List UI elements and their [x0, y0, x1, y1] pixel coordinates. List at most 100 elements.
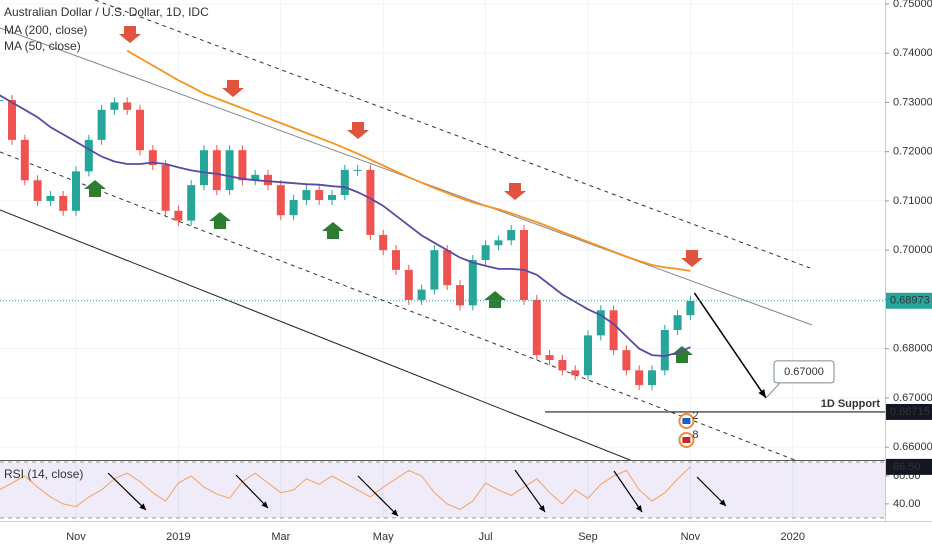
- candle: [46, 196, 55, 201]
- x-tick-label: Nov: [66, 531, 86, 543]
- x-tick-label: Mar: [271, 531, 290, 543]
- candle: [404, 269, 413, 300]
- arrow-up: [84, 180, 106, 197]
- x-tick-label: May: [373, 531, 394, 543]
- arrow-down: [347, 122, 369, 139]
- candle: [648, 370, 656, 386]
- candle: [622, 350, 631, 371]
- candle: [660, 329, 669, 371]
- support-price-label: 0.66715: [890, 406, 930, 418]
- legend-entry: MA (200, close): [4, 23, 87, 37]
- candle: [59, 196, 68, 211]
- candle: [584, 335, 592, 376]
- target-label: 0.67000: [784, 366, 824, 378]
- y-tick-label: 0.67000: [893, 392, 932, 404]
- candle: [456, 285, 464, 306]
- rsi-last-label: 66.50: [893, 461, 921, 473]
- candle: [238, 150, 247, 181]
- ma-line: [0, 94, 691, 358]
- red-arrows: [119, 26, 703, 267]
- arrow-down: [681, 250, 703, 267]
- y-tick-label: 0.75000: [893, 0, 932, 10]
- candle: [315, 190, 324, 200]
- candle: [532, 299, 541, 356]
- candle: [596, 310, 605, 336]
- y-tick-label: 0.66000: [893, 441, 932, 453]
- trend-line: [0, 209, 631, 460]
- candle: [430, 250, 439, 290]
- y-tick-label: 0.72000: [893, 146, 932, 158]
- arrow-up: [322, 222, 344, 239]
- candle: [97, 109, 106, 140]
- y-tick-label: 0.74000: [893, 47, 932, 59]
- candle: [212, 150, 221, 191]
- event-count: 2: [692, 410, 698, 422]
- candle: [545, 355, 554, 360]
- arrow-down: [504, 183, 526, 200]
- event-flag: [682, 437, 691, 443]
- rsi-arrow: [107, 472, 147, 511]
- candle: [520, 229, 528, 300]
- callout-pointer: [765, 382, 781, 399]
- rsi-band: [0, 461, 885, 518]
- candle: [187, 185, 196, 221]
- candle: [148, 150, 157, 165]
- candle: [161, 164, 170, 211]
- y-tick-label: 0.68000: [893, 343, 932, 355]
- candle: [379, 234, 388, 251]
- rsi-arrow-head: [635, 505, 642, 512]
- y-tick-label: 0.70000: [893, 244, 932, 256]
- last-price-label: 0.68973: [890, 295, 930, 307]
- rsi-title: RSI (14, close): [4, 467, 83, 481]
- rsi-last-box: [886, 458, 932, 475]
- arrow-down: [119, 26, 141, 43]
- channel-line: [0, 151, 797, 460]
- candle: [686, 300, 695, 316]
- candle: [123, 102, 132, 110]
- x-tick-label: Nov: [681, 531, 701, 543]
- candle: [20, 139, 29, 181]
- candle: [289, 199, 298, 216]
- rsi-arrow-head: [261, 501, 268, 508]
- last-price-box: [886, 292, 932, 309]
- x-tick-label: 2020: [781, 531, 805, 543]
- candle: [328, 195, 336, 200]
- candle: [366, 169, 375, 235]
- rsi-arrow-head: [139, 503, 146, 510]
- rsi-arrow: [357, 475, 399, 517]
- candle: [174, 210, 183, 221]
- target-callout: [773, 360, 835, 384]
- candle: [392, 250, 400, 270]
- green-arrows: [84, 180, 693, 363]
- x-tick-label: 2019: [166, 531, 190, 543]
- rsi-arrow-head: [538, 505, 545, 512]
- x-tick-label: Sep: [578, 531, 598, 543]
- candle: [136, 109, 144, 151]
- arrow-up: [484, 291, 506, 308]
- candle: [340, 169, 349, 196]
- candle: [0, 99, 4, 101]
- candle: [558, 359, 567, 371]
- arrow-up: [671, 346, 693, 363]
- candle: [84, 139, 93, 172]
- candle: [468, 260, 477, 306]
- candle: [571, 370, 580, 376]
- arrow-down: [222, 80, 244, 97]
- event-count: 8: [692, 429, 698, 441]
- rsi-arrow-head: [719, 499, 726, 506]
- candle: [609, 310, 618, 351]
- rsi-arrow: [613, 470, 643, 513]
- candle: [33, 180, 42, 201]
- rsi-tick-label: 40.00: [893, 498, 921, 510]
- legend-entry: MA (50, close): [4, 39, 81, 53]
- y-tick-label: 0.73000: [893, 96, 932, 108]
- candle: [200, 150, 208, 186]
- candle: [673, 315, 682, 330]
- support-text: 1D Support: [821, 398, 881, 410]
- ma-line: [126, 49, 691, 272]
- candle: [443, 250, 452, 286]
- arrow-head: [758, 389, 766, 398]
- y-tick-label: 0.71000: [893, 195, 932, 207]
